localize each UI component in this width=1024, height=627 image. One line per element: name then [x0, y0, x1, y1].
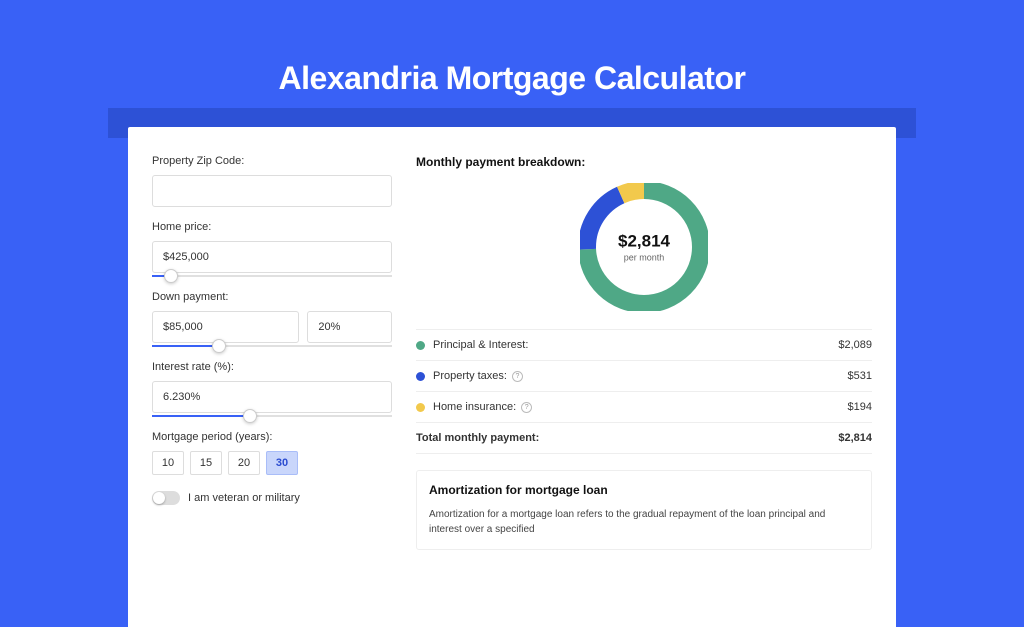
legend-val-insurance: $194 — [848, 401, 872, 413]
period-btn-15[interactable]: 15 — [190, 451, 222, 475]
interest-rate-input[interactable] — [152, 381, 392, 413]
down-payment-label: Down payment: — [152, 291, 392, 303]
legend-val-principal: $2,089 — [838, 339, 872, 351]
form-column: Property Zip Code: Home price: Down paym… — [152, 155, 392, 599]
home-price-input[interactable] — [152, 241, 392, 273]
veteran-row: I am veteran or military — [152, 491, 392, 505]
home-price-slider-thumb[interactable] — [164, 269, 178, 283]
period-label: Mortgage period (years): — [152, 431, 392, 443]
results-column: Monthly payment breakdown: $2,814 per mo… — [416, 155, 872, 599]
donut-center: $2,814 per month — [618, 232, 670, 263]
down-payment-slider-thumb[interactable] — [212, 339, 226, 353]
home-price-label: Home price: — [152, 221, 392, 233]
home-price-slider[interactable] — [152, 275, 392, 277]
interest-rate-slider-thumb[interactable] — [243, 409, 257, 423]
interest-rate-field: Interest rate (%): — [152, 361, 392, 417]
breakdown-legend: Principal & Interest: $2,089 Property ta… — [416, 329, 872, 454]
interest-rate-label: Interest rate (%): — [152, 361, 392, 373]
page-title: Alexandria Mortgage Calculator — [0, 60, 1024, 97]
zip-label: Property Zip Code: — [152, 155, 392, 167]
legend-label-total: Total monthly payment: — [416, 432, 838, 444]
period-options: 10 15 20 30 — [152, 451, 392, 475]
interest-rate-slider[interactable] — [152, 415, 392, 417]
period-btn-30[interactable]: 30 — [266, 451, 298, 475]
legend-label-insurance: Home insurance:? — [433, 401, 848, 413]
legend-val-total: $2,814 — [838, 432, 872, 444]
period-btn-10[interactable]: 10 — [152, 451, 184, 475]
down-payment-slider[interactable] — [152, 345, 392, 347]
legend-row-insurance: Home insurance:? $194 — [416, 392, 872, 423]
legend-val-taxes: $531 — [848, 370, 872, 382]
amortization-section: Amortization for mortgage loan Amortizat… — [416, 470, 872, 550]
veteran-label: I am veteran or military — [188, 492, 300, 504]
calculator-card: Property Zip Code: Home price: Down paym… — [128, 127, 896, 627]
home-price-field: Home price: — [152, 221, 392, 277]
legend-row-total: Total monthly payment: $2,814 — [416, 423, 872, 454]
veteran-toggle[interactable] — [152, 491, 180, 505]
amortization-title: Amortization for mortgage loan — [429, 483, 859, 497]
down-payment-pct-input[interactable] — [307, 311, 392, 343]
donut-sub: per month — [618, 253, 670, 263]
donut-amount: $2,814 — [618, 232, 670, 252]
donut-chart: $2,814 per month — [580, 183, 708, 311]
down-payment-field: Down payment: — [152, 291, 392, 347]
legend-dot-principal — [416, 341, 425, 350]
period-btn-20[interactable]: 20 — [228, 451, 260, 475]
legend-label-taxes: Property taxes:? — [433, 370, 848, 382]
breakdown-title: Monthly payment breakdown: — [416, 155, 872, 169]
down-payment-input[interactable] — [152, 311, 299, 343]
legend-row-principal: Principal & Interest: $2,089 — [416, 330, 872, 361]
legend-label-principal: Principal & Interest: — [433, 339, 838, 351]
legend-dot-taxes — [416, 372, 425, 381]
zip-field: Property Zip Code: — [152, 155, 392, 207]
zip-input[interactable] — [152, 175, 392, 207]
legend-dot-insurance — [416, 403, 425, 412]
donut-chart-wrap: $2,814 per month — [416, 183, 872, 311]
info-icon[interactable]: ? — [512, 371, 523, 382]
legend-row-taxes: Property taxes:? $531 — [416, 361, 872, 392]
info-icon[interactable]: ? — [521, 402, 532, 413]
period-field: Mortgage period (years): 10 15 20 30 — [152, 431, 392, 475]
